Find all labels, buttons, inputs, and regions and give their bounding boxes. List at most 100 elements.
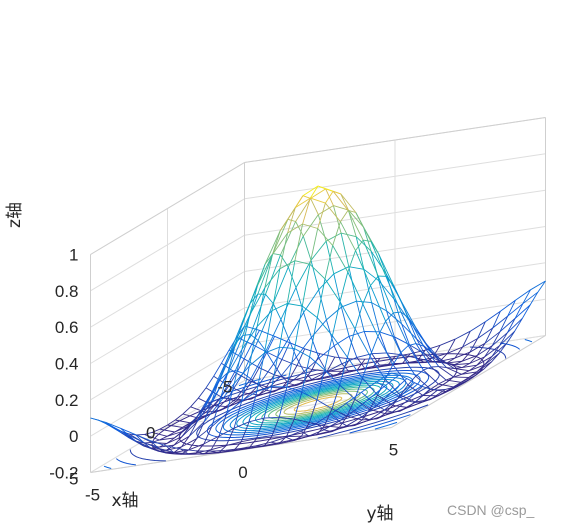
mesh-segment bbox=[295, 337, 312, 358]
mesh-segment bbox=[484, 345, 500, 358]
mesh-segment bbox=[400, 301, 417, 329]
mesh-segment bbox=[295, 260, 312, 288]
mesh-segment bbox=[377, 320, 387, 337]
mesh-segment bbox=[499, 330, 516, 346]
mesh-segment bbox=[491, 352, 500, 363]
mesh-segment bbox=[181, 438, 197, 448]
mesh-segment bbox=[182, 406, 191, 415]
mesh-segment bbox=[213, 375, 229, 387]
mesh-segment bbox=[353, 410, 363, 418]
mesh-segment bbox=[196, 421, 205, 439]
mesh-segment bbox=[301, 391, 318, 401]
mesh-segment bbox=[281, 342, 291, 360]
mesh-segment bbox=[422, 399, 431, 403]
mesh-segment bbox=[167, 419, 176, 426]
mesh-segment bbox=[197, 387, 207, 399]
mesh-segment bbox=[454, 363, 470, 366]
mesh-segment bbox=[270, 417, 280, 438]
mesh-segment bbox=[218, 375, 228, 404]
mesh-segment bbox=[331, 402, 347, 415]
mesh-segment bbox=[296, 365, 313, 370]
mesh-segment bbox=[515, 289, 531, 301]
mesh-segment bbox=[272, 266, 289, 304]
mesh-segment bbox=[355, 239, 364, 251]
mesh-segment bbox=[354, 328, 371, 357]
mesh-segment bbox=[391, 372, 400, 376]
mesh-segment bbox=[308, 399, 318, 423]
mesh-segment bbox=[415, 375, 431, 390]
mesh-segment bbox=[355, 236, 372, 252]
mesh-segment bbox=[105, 421, 121, 429]
mesh-segment bbox=[159, 424, 168, 430]
mesh-segment bbox=[294, 348, 310, 358]
mesh-segment bbox=[120, 432, 137, 442]
mesh-segment bbox=[369, 418, 378, 421]
mesh-segment bbox=[236, 372, 252, 382]
mesh-segment bbox=[363, 331, 373, 354]
mesh-segment bbox=[256, 386, 272, 392]
mesh-segment bbox=[249, 352, 265, 367]
mesh-segment bbox=[391, 391, 400, 398]
mesh-segment bbox=[522, 289, 531, 304]
x-axis-label: x轴 bbox=[111, 491, 138, 511]
mesh-segment bbox=[196, 406, 206, 423]
mesh-segment bbox=[316, 422, 325, 431]
mesh-segment bbox=[256, 353, 265, 392]
mesh-segment bbox=[242, 340, 259, 374]
mesh-segment bbox=[265, 294, 274, 304]
mesh-segment bbox=[461, 371, 477, 375]
mesh-segment bbox=[348, 266, 364, 270]
mesh-segment bbox=[211, 413, 227, 428]
mesh-segment bbox=[316, 317, 333, 337]
mesh-segment bbox=[469, 356, 485, 364]
mesh-segment bbox=[287, 223, 303, 234]
contour-line bbox=[236, 378, 400, 430]
mesh-segment bbox=[250, 378, 259, 386]
mesh-segment bbox=[430, 389, 446, 400]
mesh-segment bbox=[514, 304, 531, 319]
mesh-segment bbox=[241, 438, 257, 443]
mesh-segment bbox=[180, 448, 189, 455]
mesh-segment bbox=[226, 321, 243, 359]
mesh-segment bbox=[369, 409, 385, 421]
mesh-segment bbox=[188, 443, 205, 451]
mesh-segment bbox=[294, 260, 311, 265]
mesh-segment bbox=[376, 404, 385, 411]
mesh-segment bbox=[278, 386, 288, 418]
mesh-segment bbox=[376, 391, 393, 406]
mesh-segment bbox=[470, 321, 486, 332]
mesh-segment bbox=[333, 205, 349, 211]
mesh-segment bbox=[279, 303, 288, 348]
mesh-segment bbox=[330, 413, 340, 422]
mesh-segment bbox=[386, 310, 395, 337]
mesh-segment bbox=[507, 303, 524, 317]
mesh-segment bbox=[316, 413, 332, 424]
mesh-segment bbox=[462, 354, 478, 362]
mesh-segment bbox=[128, 434, 144, 443]
mesh-segment bbox=[316, 431, 332, 436]
contour-line bbox=[229, 376, 407, 432]
mesh-segment bbox=[165, 445, 181, 450]
mesh-segment bbox=[378, 331, 388, 354]
mesh-segment bbox=[279, 207, 296, 231]
mesh-segment bbox=[135, 434, 144, 443]
mesh-segment bbox=[438, 379, 447, 385]
mesh-segment bbox=[166, 446, 182, 451]
mesh-segment bbox=[256, 287, 266, 327]
mesh-segment bbox=[309, 263, 326, 280]
mesh-segment bbox=[369, 408, 386, 415]
mesh-segment bbox=[181, 436, 190, 448]
mesh-segment bbox=[469, 355, 478, 364]
mesh-segment bbox=[348, 266, 357, 302]
mesh-segment bbox=[144, 431, 153, 435]
mesh-segment bbox=[354, 419, 370, 427]
mesh-segment bbox=[475, 368, 485, 376]
mesh-segment bbox=[446, 367, 462, 375]
mesh-segment bbox=[507, 317, 523, 334]
mesh-segment bbox=[361, 409, 371, 421]
mesh-segment bbox=[258, 391, 274, 396]
mesh-segment bbox=[236, 358, 245, 374]
mesh-segment bbox=[498, 342, 508, 354]
mesh-segment bbox=[136, 433, 145, 436]
mesh-segment bbox=[210, 435, 220, 450]
